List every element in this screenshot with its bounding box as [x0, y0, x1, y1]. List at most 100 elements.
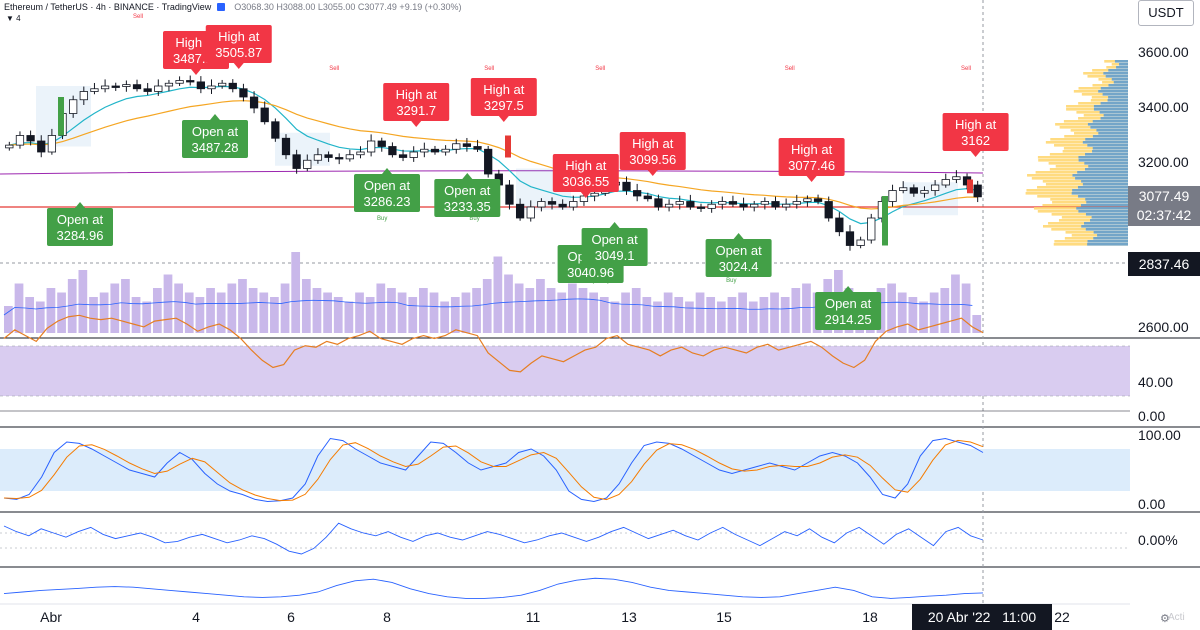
signal-label-pointer	[498, 116, 509, 122]
signal-label-value: 3286.23	[364, 194, 411, 209]
crosshair-price-badge: 2837.46	[1128, 252, 1200, 276]
candle-highlight-up	[58, 97, 64, 136]
candle-body	[952, 176, 961, 180]
signal-label-title: High at	[483, 82, 525, 97]
volume-bar	[685, 301, 694, 333]
volume-bar	[344, 301, 354, 333]
volume-profile-bar	[1092, 135, 1128, 138]
candle-body	[132, 84, 142, 90]
last-price-value: 3077.49	[1138, 188, 1190, 204]
signal-label-box	[354, 174, 420, 212]
candle-body	[505, 184, 514, 205]
volume-bar	[301, 279, 311, 333]
time-tick: 8	[383, 609, 391, 625]
volume-bar	[642, 297, 652, 333]
candle-body	[367, 140, 376, 153]
currency-selector[interactable]: USDT	[1138, 0, 1194, 26]
candle-body	[973, 184, 982, 198]
sell-marker: Sell	[133, 14, 143, 20]
candle-body	[303, 159, 312, 169]
volume-bar	[610, 301, 620, 333]
signal-label-title: Open at	[192, 124, 239, 139]
candle-body	[218, 82, 227, 87]
candle-body	[281, 137, 291, 156]
volume-profile-bar	[1072, 189, 1128, 192]
volume-bar	[408, 297, 418, 333]
settings-gear-icon[interactable]: ⚙	[1160, 613, 1170, 625]
candle-body	[622, 181, 631, 191]
volume-average-line	[3, 298, 973, 316]
live-indicator-icon	[216, 3, 225, 11]
time-tick: 4	[192, 609, 200, 625]
candle-body	[909, 187, 918, 194]
candle-body	[271, 121, 280, 139]
rsi-line	[3, 314, 984, 373]
volume-bar	[238, 279, 247, 333]
volume-profile-bar	[1075, 177, 1128, 180]
volume-profile-bar	[1100, 102, 1128, 105]
candle-body	[547, 201, 557, 205]
current-date-badge: 20 Abr '22 11:00	[912, 604, 1052, 630]
volume-bar	[440, 301, 450, 333]
volume-bar	[4, 306, 13, 333]
candle-body	[515, 203, 525, 219]
signal-label-title: High at	[955, 117, 997, 132]
volume-profile-bar	[1093, 105, 1128, 108]
symbol-title[interactable]: Ethereum / TetherUS · 4h · BINANCE · Tra…	[4, 2, 212, 12]
candle-body	[771, 201, 780, 208]
sell-marker: Sell	[329, 66, 339, 72]
candle-body	[579, 195, 589, 202]
signal-label-pointer	[733, 233, 744, 239]
volume-bar	[152, 288, 162, 333]
signal-label-value: 3297.5	[484, 98, 524, 113]
volume-profile-bar	[1096, 129, 1128, 132]
signal-label-title: Open at	[715, 243, 762, 258]
volume-bar	[142, 301, 152, 333]
volume-bar	[802, 283, 811, 333]
candle-body	[526, 206, 535, 219]
signal-label-pointer	[233, 63, 244, 69]
signal-label-title: High at	[791, 142, 833, 157]
volume-bar	[748, 301, 758, 333]
ema-slow-line	[9, 100, 978, 210]
candle-body	[558, 203, 567, 208]
candle-body	[79, 91, 88, 101]
signal-label-box	[434, 179, 501, 217]
signal-label-pointer	[462, 173, 473, 179]
volume-profile-bar	[1099, 111, 1128, 114]
volume-bar	[546, 288, 556, 333]
trend-line-path	[3, 577, 984, 599]
volume-profile-bar	[1086, 201, 1128, 204]
volume-profile-bar	[1107, 99, 1128, 102]
candle-body	[782, 203, 791, 208]
signal-label-value: 3284.96	[57, 228, 104, 243]
volume-bar	[919, 301, 928, 333]
candle-highlight-down	[967, 179, 973, 194]
candle-body	[228, 82, 237, 90]
candle-body	[69, 99, 78, 114]
signal-label-box	[581, 228, 648, 266]
volume-bar	[951, 274, 960, 333]
candle-body	[643, 195, 652, 200]
sell-marker: Sell	[961, 66, 971, 72]
price-tick: 3400.00	[1138, 99, 1189, 115]
volume-bar	[557, 292, 567, 333]
candle-body	[47, 135, 57, 153]
time-tick: 18	[862, 609, 878, 625]
volume-profile-bar	[1082, 183, 1128, 186]
candle-body	[473, 146, 482, 150]
volume-profile-bar	[1072, 174, 1128, 177]
candle-body	[835, 217, 844, 233]
signal-label-title: Open at	[364, 178, 411, 193]
indicator-toggle[interactable]: ▼ 4	[6, 14, 21, 23]
current-time: 11:00	[1002, 609, 1037, 625]
volume-bar	[206, 288, 215, 333]
candle-body	[845, 231, 855, 246]
candle-body	[164, 82, 174, 87]
